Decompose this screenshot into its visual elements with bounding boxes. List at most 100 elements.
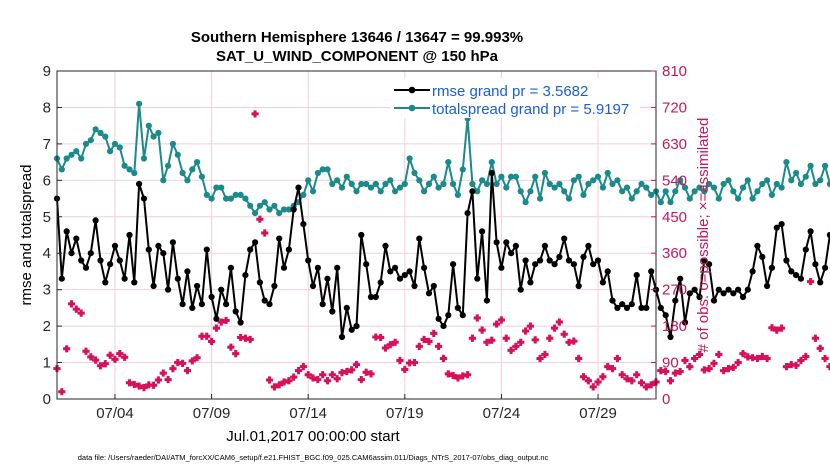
rmse-point <box>242 272 249 279</box>
totalspread-point <box>585 180 592 188</box>
obs-point <box>806 277 815 286</box>
totalspread-point <box>493 180 500 188</box>
totalspread-point <box>160 177 167 184</box>
totalspread-point <box>488 159 495 166</box>
rmse-point <box>401 272 408 279</box>
totalspread-point <box>783 159 790 166</box>
obs-point <box>821 354 829 363</box>
legend-rmse-label: rmse grand pr = 3.5682 <box>432 83 588 100</box>
obs-point <box>507 346 515 355</box>
totalspread-point <box>309 188 317 195</box>
totalspread-point <box>691 188 698 195</box>
totalspread-point <box>686 195 693 202</box>
obs-point <box>309 374 317 382</box>
rmse-point <box>169 239 176 246</box>
rmse-point <box>68 250 75 257</box>
obs-point <box>314 375 322 384</box>
x-axis-label: Jul.01,2017 00:00:00 start <box>226 428 400 445</box>
rmse-point <box>116 257 123 264</box>
obs-point <box>768 324 776 332</box>
obs-point <box>676 367 684 376</box>
totalspread-point <box>338 184 346 191</box>
totalspread-point <box>102 133 109 140</box>
rmse-point <box>575 282 582 290</box>
obs-point <box>67 300 76 308</box>
rmse-point <box>421 264 428 271</box>
obs-point <box>594 378 602 386</box>
totalspread-point <box>131 169 138 177</box>
totalspread-point <box>363 180 370 188</box>
totalspread-point <box>633 188 640 195</box>
rmse-point <box>179 301 186 308</box>
obs-point <box>294 367 303 375</box>
totalspread-point <box>720 180 727 188</box>
rmse-point <box>184 268 191 275</box>
totalspread-point <box>155 129 162 137</box>
totalspread-point <box>401 180 408 188</box>
obs-point <box>193 354 201 362</box>
totalspread-point <box>126 166 133 173</box>
y-left-tick-label: 4 <box>43 245 51 262</box>
obs-point <box>686 363 694 371</box>
rmse-point <box>604 268 611 275</box>
obs-point <box>633 371 641 379</box>
totalspread-point <box>503 184 510 191</box>
obs-point <box>555 318 563 326</box>
rmse-point <box>266 301 273 308</box>
rmse-point <box>459 312 466 319</box>
rmse-point <box>319 301 326 308</box>
totalspread-point <box>508 173 515 180</box>
obs-point <box>154 376 163 384</box>
totalspread-point <box>174 151 181 158</box>
obs-point <box>77 309 85 317</box>
obs-point <box>811 334 820 342</box>
rmse-point <box>450 261 457 268</box>
totalspread-point <box>334 177 341 184</box>
rmse-point <box>648 268 655 275</box>
totalspread-point <box>63 155 70 162</box>
totalspread-point <box>367 184 375 191</box>
totalspread-point <box>599 184 607 191</box>
totalspread-point <box>285 206 292 213</box>
rmse-point <box>822 264 829 271</box>
totalspread-point <box>537 195 544 202</box>
rmse-point <box>826 231 830 239</box>
rmse-point <box>764 282 771 290</box>
rmse-point <box>358 231 365 239</box>
obs-point <box>377 333 385 342</box>
obs-point <box>140 384 148 392</box>
obs-point <box>87 353 95 361</box>
totalspread-point <box>358 180 365 188</box>
totalspread-point <box>314 169 321 177</box>
obs-point <box>328 371 336 379</box>
obs-point <box>270 383 278 391</box>
rmse-point <box>203 246 210 253</box>
totalspread-point <box>802 173 809 180</box>
rmse-point <box>773 224 780 231</box>
rmse-point <box>58 275 65 282</box>
obs-point <box>125 379 134 387</box>
y-right-tick-label: 270 <box>662 282 687 299</box>
rmse-point <box>97 257 104 264</box>
x-tick-label: 07/29 <box>579 405 617 422</box>
obs-point <box>246 335 254 344</box>
rmse-point <box>609 297 616 304</box>
totalspread-point <box>570 177 578 184</box>
rmse-point <box>150 282 157 290</box>
totalspread-point <box>194 159 201 166</box>
totalspread-point <box>696 184 703 191</box>
rmse-point <box>63 228 70 235</box>
totalspread-point <box>517 188 524 195</box>
totalspread-point <box>793 169 800 177</box>
chart-title-line1: Southern Hemisphere 13646 / 13647 = 99.9… <box>191 29 523 46</box>
totalspread-point <box>648 191 655 198</box>
y-left-tick-label: 7 <box>43 136 51 153</box>
totalspread-point <box>218 184 225 191</box>
totalspread-point <box>788 177 795 184</box>
rmse-point <box>256 279 263 286</box>
obs-point <box>343 367 351 376</box>
footer-data-file: data file: /Users/raeder/DAI/ATM_forcXX/… <box>78 453 549 462</box>
totalspread-point <box>565 195 573 202</box>
obs-point <box>637 379 646 387</box>
obs-point <box>430 329 438 337</box>
